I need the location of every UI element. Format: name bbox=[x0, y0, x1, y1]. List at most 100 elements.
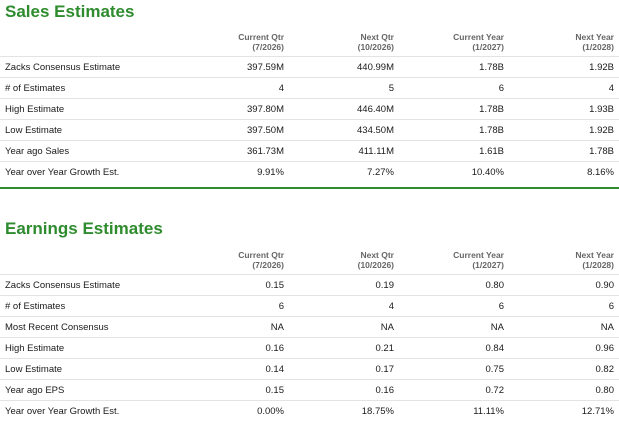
row-value: NA bbox=[600, 322, 614, 333]
row-value: 0.72 bbox=[485, 385, 505, 396]
header-line2: (1/2028) bbox=[582, 260, 614, 270]
row-label: Most Recent Consensus bbox=[5, 322, 109, 333]
header-line1: Current Qtr bbox=[238, 250, 284, 260]
row-value: 0.15 bbox=[265, 280, 285, 291]
earnings-header-current-year: Current Year (1/2027) bbox=[453, 250, 504, 270]
header-line1: Next Year bbox=[575, 32, 614, 42]
table-row: Year over Year Growth Est. 0.00% 18.75% 11.… bbox=[0, 400, 619, 421]
header-line1: Next Year bbox=[575, 250, 614, 260]
header-line2: (10/2026) bbox=[357, 260, 394, 270]
row-value: 6 bbox=[498, 83, 504, 94]
row-value: 0.16 bbox=[265, 343, 285, 354]
table-row: Zacks Consensus Estimate 0.15 0.19 0.80 0.90 bbox=[0, 274, 619, 295]
row-value: 5 bbox=[388, 83, 394, 94]
row-value: 1.78B bbox=[479, 104, 504, 115]
row-value: 1.92B bbox=[589, 125, 614, 136]
sales-header-current-year: Current Year (1/2027) bbox=[453, 32, 504, 52]
row-value: 397.50M bbox=[247, 125, 284, 136]
row-value: 0.19 bbox=[375, 280, 395, 291]
row-value: 0.17 bbox=[375, 364, 395, 375]
row-label: High Estimate bbox=[5, 343, 65, 354]
row-label: # of Estimates bbox=[5, 83, 66, 94]
row-value: 0.75 bbox=[485, 364, 505, 375]
header-line2: (7/2026) bbox=[252, 260, 284, 270]
sales-estimates-title: Sales Estimates bbox=[5, 2, 135, 21]
row-label: # of Estimates bbox=[5, 301, 66, 312]
row-label: Zacks Consensus Estimate bbox=[5, 62, 121, 73]
row-value: 397.59M bbox=[247, 62, 284, 73]
header-line1: Next Qtr bbox=[360, 250, 394, 260]
table-row: Year ago EPS 0.15 0.16 0.72 0.80 bbox=[0, 379, 619, 400]
header-line2: (1/2027) bbox=[472, 260, 504, 270]
table-row: Most Recent Consensus NA NA NA NA bbox=[0, 316, 619, 337]
earnings-estimates-title: Earnings Estimates bbox=[5, 219, 163, 238]
row-label: High Estimate bbox=[5, 104, 65, 115]
row-label: Low Estimate bbox=[5, 125, 63, 136]
table-row: # of Estimates 6 4 6 6 bbox=[0, 295, 619, 316]
row-value: 1.92B bbox=[589, 62, 614, 73]
row-value: 1.78B bbox=[589, 146, 614, 157]
row-value: 1.61B bbox=[479, 146, 504, 157]
header-line1: Current Year bbox=[453, 250, 504, 260]
row-value: 10.40% bbox=[471, 167, 504, 178]
table-row: High Estimate 0.16 0.21 0.84 0.96 bbox=[0, 337, 619, 358]
earnings-header-next-qtr: Next Qtr (10/2026) bbox=[358, 250, 394, 270]
row-value: NA bbox=[270, 322, 284, 333]
row-value: 6 bbox=[608, 301, 614, 312]
row-value: 397.80M bbox=[247, 104, 284, 115]
row-value: 361.73M bbox=[247, 146, 284, 157]
row-value: 0.80 bbox=[595, 385, 615, 396]
header-line1: Current Year bbox=[453, 32, 504, 42]
row-label: Year over Year Growth Est. bbox=[5, 167, 120, 178]
table-row: High Estimate 397.80M 446.40M 1.78B 1.93B bbox=[0, 98, 619, 119]
table-row: # of Estimates 4 5 6 4 bbox=[0, 77, 619, 98]
header-line2: (7/2026) bbox=[252, 42, 284, 52]
table-row: Low Estimate 397.50M 434.50M 1.78B 1.92B bbox=[0, 119, 619, 140]
row-value: 9.91% bbox=[257, 167, 284, 178]
sales-header-row: Current Qtr (7/2026) Next Qtr (10/2026) … bbox=[0, 32, 619, 60]
row-value: 4 bbox=[608, 83, 614, 94]
row-value: 6 bbox=[498, 301, 504, 312]
row-value: 1.93B bbox=[589, 104, 614, 115]
row-label: Low Estimate bbox=[5, 364, 63, 375]
earnings-header-current-qtr: Current Qtr (7/2026) bbox=[238, 250, 284, 270]
row-value: 440.99M bbox=[357, 62, 394, 73]
row-value: 4 bbox=[388, 301, 394, 312]
row-value: 1.78B bbox=[479, 62, 504, 73]
header-line2: (1/2028) bbox=[582, 42, 614, 52]
earnings-header-row: Current Qtr (7/2026) Next Qtr (10/2026) … bbox=[0, 250, 619, 278]
sales-table: Zacks Consensus Estimate 397.59M 440.99M 1.… bbox=[0, 56, 619, 182]
row-value: NA bbox=[490, 322, 504, 333]
sales-header-next-year: Next Year (1/2028) bbox=[575, 32, 614, 52]
header-line1: Next Qtr bbox=[360, 32, 394, 42]
table-row: Year ago Sales 361.73M 411.11M 1.61B 1.78B bbox=[0, 140, 619, 161]
row-value: 0.21 bbox=[375, 343, 395, 354]
sales-header-next-qtr: Next Qtr (10/2026) bbox=[358, 32, 394, 52]
row-value: 446.40M bbox=[357, 104, 394, 115]
row-value: 1.78B bbox=[479, 125, 504, 136]
table-row: Low Estimate 0.14 0.17 0.75 0.82 bbox=[0, 358, 619, 379]
row-value: 0.14 bbox=[265, 364, 285, 375]
earnings-header-next-year: Next Year (1/2028) bbox=[575, 250, 614, 270]
row-value: 0.96 bbox=[595, 343, 615, 354]
row-label: Year ago EPS bbox=[5, 385, 65, 396]
sales-header-current-qtr: Current Qtr (7/2026) bbox=[238, 32, 284, 52]
row-label: Year ago Sales bbox=[5, 146, 70, 157]
row-value: 0.90 bbox=[595, 280, 615, 291]
table-row: Year over Year Growth Est. 9.91% 7.27% 10.4… bbox=[0, 161, 619, 182]
row-value: 411.11M bbox=[358, 146, 394, 157]
row-value: 4 bbox=[278, 83, 284, 94]
row-value: 8.16% bbox=[587, 167, 614, 178]
section-divider bbox=[0, 187, 619, 189]
header-line2: (10/2026) bbox=[357, 42, 394, 52]
row-value: 0.16 bbox=[375, 385, 395, 396]
header-line1: Current Qtr bbox=[238, 32, 284, 42]
row-label: Zacks Consensus Estimate bbox=[5, 280, 121, 291]
row-value: 0.84 bbox=[485, 343, 505, 354]
row-value: NA bbox=[380, 322, 394, 333]
table-row: Zacks Consensus Estimate 397.59M 440.99M 1.… bbox=[0, 56, 619, 77]
header-line2: (1/2027) bbox=[472, 42, 504, 52]
row-value: 434.50M bbox=[357, 125, 394, 136]
row-value: 6 bbox=[278, 301, 284, 312]
row-value: 0.80 bbox=[485, 280, 505, 291]
